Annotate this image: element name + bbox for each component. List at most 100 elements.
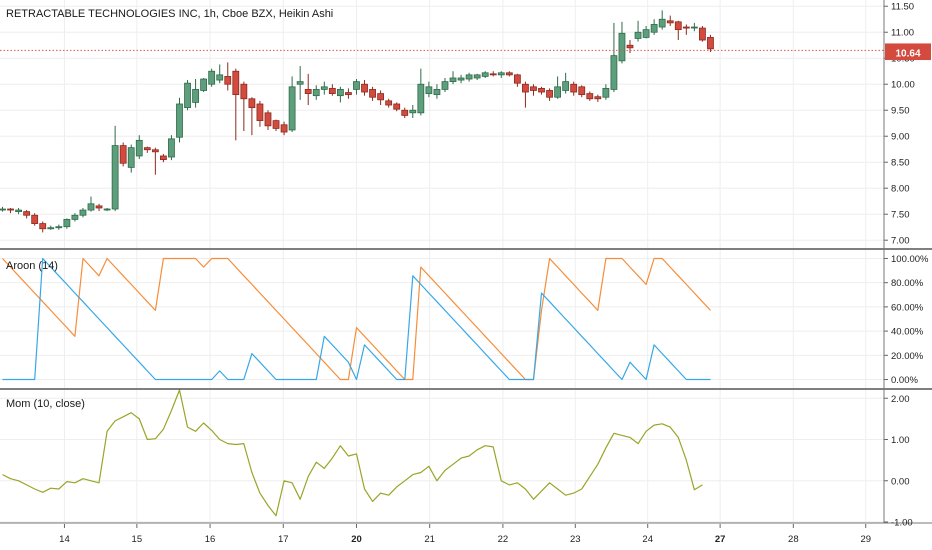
candle-body[interactable] bbox=[489, 73, 497, 76]
candle-body[interactable] bbox=[473, 74, 481, 79]
candle-body[interactable] bbox=[119, 145, 127, 164]
candle-body[interactable] bbox=[666, 20, 674, 24]
candle-body[interactable] bbox=[143, 147, 151, 151]
aroon-lines[interactable] bbox=[2, 257, 711, 381]
candle-body[interactable] bbox=[441, 81, 449, 90]
candle-body[interactable] bbox=[328, 87, 336, 94]
candle-body[interactable] bbox=[79, 209, 87, 216]
candle-body[interactable] bbox=[103, 208, 111, 211]
candle-body[interactable] bbox=[497, 72, 505, 76]
candle-body[interactable] bbox=[216, 74, 224, 81]
candle-body[interactable] bbox=[626, 44, 634, 49]
candle-body[interactable] bbox=[650, 24, 658, 33]
aroon-tick-label: 0.00% bbox=[891, 375, 918, 386]
candle-body[interactable] bbox=[634, 31, 642, 39]
candle-body[interactable] bbox=[658, 18, 666, 28]
candle-body[interactable] bbox=[127, 147, 135, 168]
candle-body[interactable] bbox=[176, 103, 183, 138]
aroon-tick-label: 40.00% bbox=[891, 327, 924, 338]
candle-body[interactable] bbox=[682, 26, 690, 29]
candle-body[interactable] bbox=[401, 109, 409, 116]
candle-body[interactable] bbox=[353, 81, 360, 90]
candle-body[interactable] bbox=[184, 82, 191, 109]
candle-body[interactable] bbox=[602, 87, 610, 98]
candle-body[interactable] bbox=[385, 100, 393, 106]
candle-body[interactable] bbox=[312, 89, 320, 97]
candle-body[interactable] bbox=[699, 27, 706, 41]
candle-body[interactable] bbox=[345, 92, 352, 96]
candle-body[interactable] bbox=[55, 226, 63, 229]
candle-body[interactable] bbox=[47, 227, 55, 230]
candle-body[interactable] bbox=[168, 138, 175, 158]
candle-body[interactable] bbox=[336, 89, 344, 97]
candle-body[interactable] bbox=[513, 74, 521, 84]
candle-body[interactable] bbox=[240, 83, 248, 100]
candle-body[interactable] bbox=[272, 120, 280, 129]
candle-body[interactable] bbox=[320, 86, 328, 90]
candle-body[interactable] bbox=[674, 21, 682, 31]
price-candles[interactable] bbox=[0, 10, 884, 233]
candle-body[interactable] bbox=[546, 90, 553, 98]
candle-body[interactable] bbox=[433, 89, 441, 96]
candle-body[interactable] bbox=[393, 103, 401, 110]
candle-body[interactable] bbox=[449, 77, 457, 83]
candle-body[interactable] bbox=[232, 70, 240, 96]
candle-body[interactable] bbox=[280, 124, 288, 133]
candle-body[interactable] bbox=[570, 83, 578, 93]
candle-body[interactable] bbox=[586, 93, 594, 100]
candle-body[interactable] bbox=[377, 93, 385, 101]
candle-body[interactable] bbox=[7, 208, 14, 211]
candle-body[interactable] bbox=[135, 139, 143, 157]
candle-body[interactable] bbox=[23, 211, 31, 216]
candle-body[interactable] bbox=[159, 155, 167, 161]
momentum-line[interactable] bbox=[2, 389, 703, 517]
candle-body[interactable] bbox=[288, 86, 296, 131]
candle-body[interactable] bbox=[200, 78, 208, 91]
candle-body[interactable] bbox=[562, 81, 570, 91]
candle-body[interactable] bbox=[465, 74, 473, 80]
candle-body[interactable] bbox=[618, 32, 626, 62]
candle-body[interactable] bbox=[296, 81, 304, 85]
aroon-down-line[interactable] bbox=[2, 257, 711, 381]
candle-body[interactable] bbox=[425, 86, 433, 94]
candle-body[interactable] bbox=[505, 72, 513, 76]
candle-body[interactable] bbox=[111, 145, 119, 210]
candle-body[interactable] bbox=[417, 83, 425, 114]
candle-body[interactable] bbox=[264, 112, 272, 127]
x-tick-label: 29 bbox=[860, 534, 871, 545]
candle-body[interactable] bbox=[192, 89, 199, 103]
candle-body[interactable] bbox=[304, 89, 312, 94]
candle-body[interactable] bbox=[554, 86, 562, 98]
candle-body[interactable] bbox=[95, 205, 103, 209]
candle-body[interactable] bbox=[538, 87, 545, 93]
candle-body[interactable] bbox=[361, 83, 368, 93]
candle-body[interactable] bbox=[224, 76, 232, 85]
candle-body[interactable] bbox=[39, 223, 47, 230]
candle-body[interactable] bbox=[610, 55, 618, 90]
candle-body[interactable] bbox=[248, 98, 256, 109]
candle-body[interactable] bbox=[594, 96, 602, 100]
candle-body[interactable] bbox=[409, 109, 417, 114]
candle-body[interactable] bbox=[208, 70, 216, 85]
candle-body[interactable] bbox=[481, 72, 489, 77]
candle-body[interactable] bbox=[707, 37, 714, 50]
candle-body[interactable] bbox=[151, 149, 159, 153]
price-tick-label: 9.00 bbox=[891, 132, 910, 143]
candle-body[interactable] bbox=[530, 86, 537, 91]
candle-body[interactable] bbox=[0, 208, 6, 211]
candle-body[interactable] bbox=[256, 103, 264, 122]
candle-body[interactable] bbox=[369, 89, 376, 98]
candle-body[interactable] bbox=[457, 77, 465, 81]
candle-body[interactable] bbox=[578, 86, 586, 96]
x-tick-label: 17 bbox=[278, 534, 289, 545]
candle-body[interactable] bbox=[71, 214, 79, 220]
candle-body[interactable] bbox=[522, 83, 529, 93]
candle-body[interactable] bbox=[642, 29, 650, 38]
momentum-series-line[interactable] bbox=[2, 389, 703, 517]
aroon-up-line[interactable] bbox=[2, 257, 711, 381]
candle-body[interactable] bbox=[15, 209, 22, 213]
candle-body[interactable] bbox=[87, 203, 95, 211]
candle-body[interactable] bbox=[63, 219, 71, 228]
candle-body[interactable] bbox=[31, 214, 39, 224]
candle-body[interactable] bbox=[690, 26, 698, 29]
